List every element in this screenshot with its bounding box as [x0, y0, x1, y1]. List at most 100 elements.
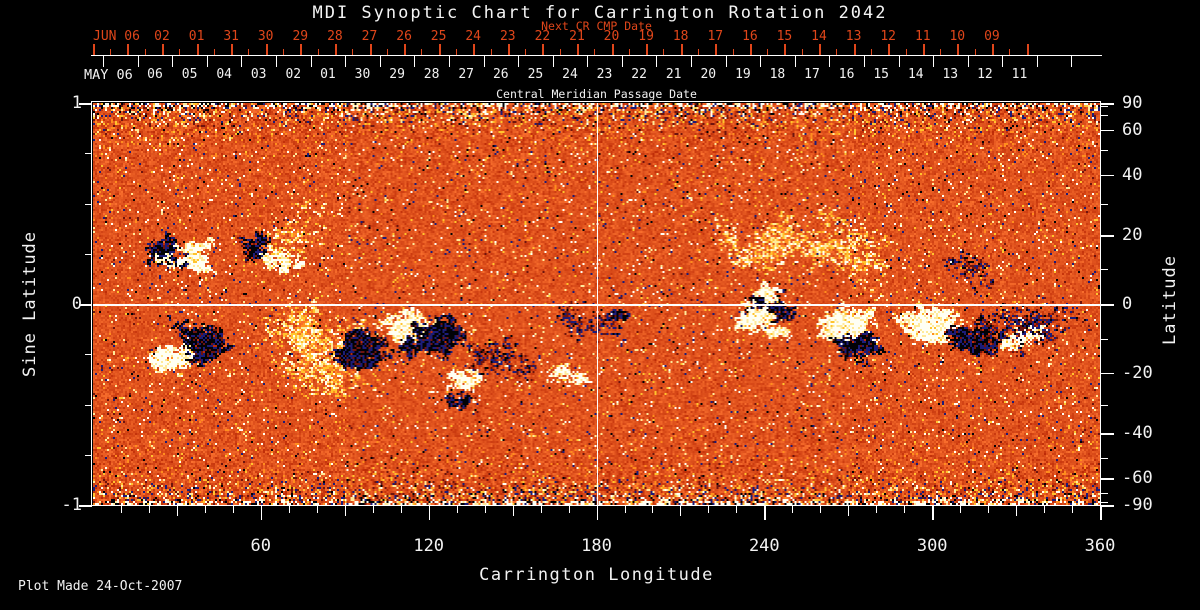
- tick-mark: [760, 56, 762, 67]
- longitude-tick-label: 60: [250, 536, 272, 556]
- date-axis-line: [91, 55, 1102, 56]
- next-cr-day-label: 14: [811, 29, 827, 44]
- tick-mark: [204, 506, 206, 513]
- tick-mark: [905, 49, 907, 55]
- next-cr-day-label: 31: [223, 29, 240, 44]
- tick-mark: [967, 56, 969, 67]
- next-cr-day-label: 26: [396, 29, 412, 44]
- tick-mark: [1002, 56, 1004, 67]
- next-cr-axis-title: Next CR CMP Date: [541, 19, 652, 33]
- next-cr-day-label: 23: [499, 29, 516, 44]
- tick-mark: [646, 44, 649, 55]
- tick-mark: [455, 49, 457, 55]
- tick-mark: [121, 506, 122, 513]
- tick-mark: [85, 454, 92, 456]
- next-cr-day-label: 12: [880, 29, 897, 44]
- latitude-tick-label: 0: [1122, 294, 1133, 314]
- tick-mark: [698, 49, 699, 55]
- latitude-tick-label: -90: [1122, 495, 1153, 515]
- tick-mark: [283, 49, 284, 55]
- tick-mark: [1071, 56, 1073, 67]
- tick-mark: [85, 153, 92, 155]
- tick-mark: [248, 49, 250, 55]
- tick-mark: [991, 44, 994, 55]
- tick-mark: [483, 56, 485, 67]
- tick-mark: [490, 49, 492, 55]
- tick-mark: [542, 44, 545, 55]
- tick-mark: [1036, 56, 1038, 67]
- cmp-day-label: 27: [458, 67, 475, 82]
- cmp-day-label: 06: [147, 67, 163, 82]
- tick-mark: [621, 56, 623, 67]
- cmp-day-label: 15: [873, 67, 890, 82]
- cmp-day-label: 14: [907, 67, 924, 82]
- tick-mark: [960, 506, 962, 513]
- cmp-day-label: 20: [700, 67, 717, 82]
- tick-mark: [448, 56, 450, 67]
- tick-mark: [213, 49, 215, 55]
- tick-mark: [801, 49, 803, 55]
- next-cr-day-label: 30: [257, 29, 274, 44]
- tick-mark: [414, 56, 416, 67]
- tick-mark: [1101, 174, 1114, 177]
- next-cr-day-label: 09: [984, 29, 1000, 44]
- tick-mark: [663, 49, 665, 55]
- tick-mark: [767, 49, 769, 55]
- tick-mark: [310, 56, 312, 67]
- tick-mark: [421, 49, 423, 55]
- tick-mark: [85, 203, 92, 205]
- tick-mark: [628, 49, 630, 55]
- tick-mark: [691, 56, 692, 67]
- tick-mark: [870, 49, 872, 55]
- tick-mark: [794, 56, 796, 67]
- tick-mark: [428, 506, 431, 520]
- next-cr-day-label: 18: [672, 29, 689, 44]
- tick-mark: [484, 506, 486, 513]
- tick-mark: [1101, 235, 1114, 237]
- latitude-tick-label: -60: [1122, 468, 1153, 489]
- tick-mark: [732, 49, 734, 55]
- tick-mark: [231, 44, 234, 55]
- tick-mark: [784, 44, 787, 55]
- tick-mark: [507, 44, 510, 55]
- tick-mark: [1101, 458, 1108, 459]
- tick-mark: [344, 506, 346, 516]
- tick-mark: [876, 506, 878, 513]
- equator-line: [93, 304, 1100, 306]
- next-cr-day-label: 19: [638, 29, 654, 44]
- next-cr-day-label: 24: [465, 29, 482, 44]
- longitude-tick-label: 300: [916, 536, 948, 556]
- tick-mark: [904, 506, 906, 513]
- cmp-day-label: 18: [769, 67, 786, 82]
- tick-mark: [932, 506, 934, 520]
- tick-mark: [110, 49, 112, 55]
- tick-mark: [853, 44, 856, 55]
- tick-mark: [144, 49, 146, 55]
- tick-mark: [79, 103, 92, 105]
- next-cr-day-label: 13: [845, 29, 862, 44]
- latitude-tick-label: -40: [1122, 423, 1153, 444]
- tick-mark: [829, 56, 831, 67]
- cmp-day-label: 30: [354, 67, 371, 82]
- cmp-day-label: 25: [527, 67, 544, 82]
- longitude-tick-label: 180: [581, 536, 612, 556]
- tick-mark: [863, 56, 865, 67]
- tick-mark: [518, 56, 520, 67]
- plot-made-date: Plot Made 24-Oct-2007: [18, 579, 183, 594]
- cmp-day-label: 02: [285, 67, 302, 82]
- next-cr-day-label: 29: [292, 29, 309, 44]
- tick-mark: [819, 44, 821, 55]
- tick-mark: [836, 49, 838, 55]
- tick-mark: [624, 506, 626, 513]
- tick-mark: [79, 505, 92, 507]
- next-cr-month-marker: JUN 06: [93, 29, 140, 44]
- tick-mark: [715, 44, 718, 55]
- tick-mark: [933, 56, 934, 67]
- next-cr-day-label: 02: [154, 29, 170, 44]
- sine-latitude-tick-label: -1: [61, 495, 82, 515]
- tick-mark: [316, 506, 318, 513]
- latitude-tick-label: -20: [1122, 362, 1153, 383]
- tick-mark: [127, 44, 130, 55]
- tick-mark: [92, 44, 95, 55]
- next-cr-day-label: 20: [603, 29, 620, 44]
